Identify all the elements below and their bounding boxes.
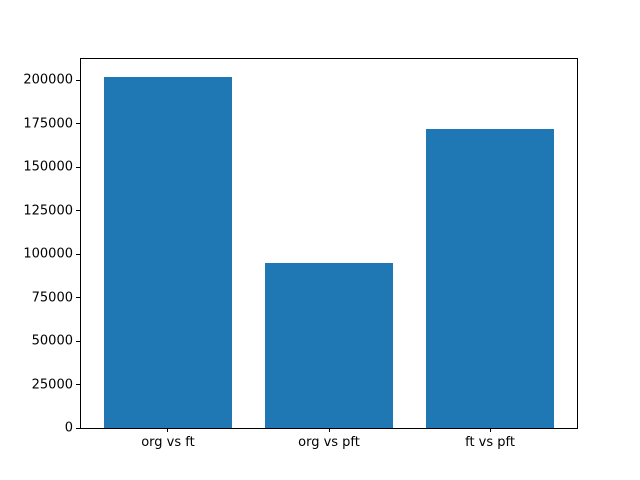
y-tick-mark (76, 123, 80, 125)
y-tick-label: 0 (64, 420, 73, 436)
bar-org-vs-ft (103, 76, 233, 428)
y-tick-label: 100000 (23, 246, 73, 262)
bar-ft-vs-pft (425, 128, 555, 428)
y-tick-mark (76, 427, 80, 429)
x-tick-label-ft-vs-pft: ft vs pft (465, 435, 515, 450)
x-tick-mark (167, 428, 169, 432)
bar-org-vs-pft (264, 262, 394, 428)
y-tick-label: 75000 (31, 290, 73, 306)
y-tick-mark (76, 253, 80, 255)
y-tick-label: 25000 (31, 377, 73, 392)
y-tick-mark (76, 210, 80, 212)
x-tick-mark (328, 428, 330, 432)
x-tick-label-org-vs-pft: org vs pft (298, 435, 360, 450)
y-tick-mark (76, 340, 80, 342)
y-tick-label: 125000 (23, 203, 73, 219)
y-tick-label: 175000 (23, 116, 73, 132)
y-tick-label: 200000 (23, 72, 73, 88)
plot-area: 0 25000 50000 75000 100000 125000 150000 175000… (23, 58, 578, 449)
y-tick-mark (76, 166, 80, 168)
y-tick-mark (76, 297, 80, 299)
y-tick-label: 50000 (31, 333, 73, 349)
y-tick-mark (76, 384, 80, 385)
y-tick-label: 150000 (23, 159, 73, 175)
x-tick-mark (489, 428, 491, 432)
y-tick-mark (76, 79, 80, 81)
x-tick-label-org-vs-ft: org vs ft (141, 435, 195, 450)
